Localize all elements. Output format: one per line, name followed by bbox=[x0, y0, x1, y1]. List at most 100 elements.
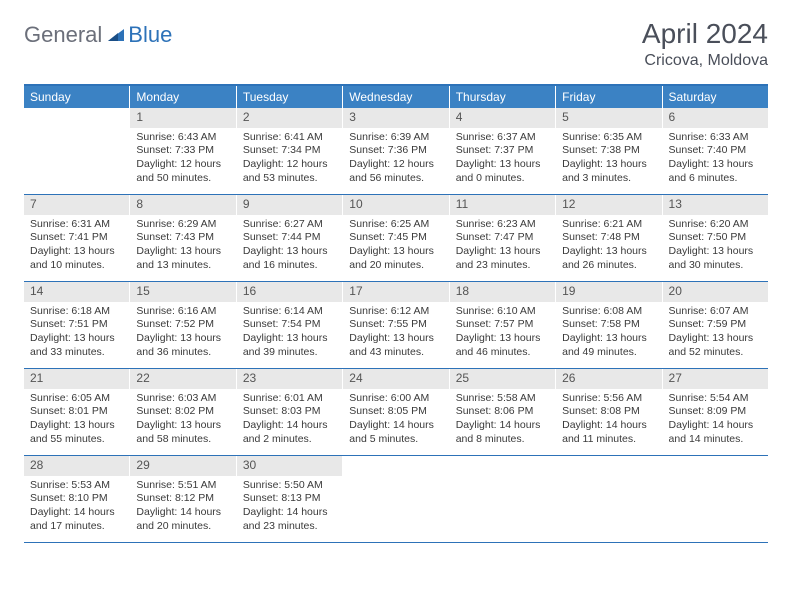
sunrise-text: Sunrise: 6:18 AM bbox=[30, 305, 123, 319]
day-body: Sunrise: 6:31 AMSunset: 7:41 PMDaylight:… bbox=[24, 215, 129, 279]
sunset-text: Sunset: 8:05 PM bbox=[349, 405, 442, 419]
title-block: April 2024 Cricova, Moldova bbox=[642, 18, 768, 70]
sunrise-text: Sunrise: 5:53 AM bbox=[30, 479, 123, 493]
day-cell: . bbox=[450, 456, 556, 542]
day-number: 30 bbox=[237, 456, 342, 476]
sunrise-text: Sunrise: 6:16 AM bbox=[136, 305, 229, 319]
sunrise-text: Sunrise: 6:00 AM bbox=[349, 392, 442, 406]
day-body: Sunrise: 6:10 AMSunset: 7:57 PMDaylight:… bbox=[450, 302, 555, 366]
sunrise-text: Sunrise: 6:31 AM bbox=[30, 218, 123, 232]
day-cell: . bbox=[24, 108, 130, 194]
daylight-text: Daylight: 14 hours and 5 minutes. bbox=[349, 419, 442, 446]
day-number: 22 bbox=[130, 369, 235, 389]
day-cell: . bbox=[663, 456, 768, 542]
day-of-week-row: Sunday Monday Tuesday Wednesday Thursday… bbox=[24, 86, 768, 108]
sunrise-text: Sunrise: 6:27 AM bbox=[243, 218, 336, 232]
day-cell: 26Sunrise: 5:56 AMSunset: 8:08 PMDayligh… bbox=[556, 369, 662, 455]
day-number: 10 bbox=[343, 195, 448, 215]
day-body: Sunrise: 6:07 AMSunset: 7:59 PMDaylight:… bbox=[663, 302, 768, 366]
day-cell: 21Sunrise: 6:05 AMSunset: 8:01 PMDayligh… bbox=[24, 369, 130, 455]
day-number: 28 bbox=[24, 456, 129, 476]
location-label: Cricova, Moldova bbox=[642, 52, 768, 70]
daylight-text: Daylight: 13 hours and 30 minutes. bbox=[669, 245, 762, 272]
sunrise-text: Sunrise: 5:54 AM bbox=[669, 392, 762, 406]
day-number: 20 bbox=[663, 282, 768, 302]
sunset-text: Sunset: 8:03 PM bbox=[243, 405, 336, 419]
logo-text-blue: Blue bbox=[128, 22, 172, 48]
sunrise-text: Sunrise: 6:37 AM bbox=[456, 131, 549, 145]
sunrise-text: Sunrise: 5:58 AM bbox=[456, 392, 549, 406]
day-body: Sunrise: 6:27 AMSunset: 7:44 PMDaylight:… bbox=[237, 215, 342, 279]
sunrise-text: Sunrise: 5:51 AM bbox=[136, 479, 229, 493]
day-cell: 12Sunrise: 6:21 AMSunset: 7:48 PMDayligh… bbox=[556, 195, 662, 281]
day-number: 17 bbox=[343, 282, 448, 302]
day-cell: 18Sunrise: 6:10 AMSunset: 7:57 PMDayligh… bbox=[450, 282, 556, 368]
daylight-text: Daylight: 13 hours and 0 minutes. bbox=[456, 158, 549, 185]
day-number: 4 bbox=[450, 108, 555, 128]
day-body: Sunrise: 5:53 AMSunset: 8:10 PMDaylight:… bbox=[24, 476, 129, 540]
month-title: April 2024 bbox=[642, 18, 768, 50]
sunset-text: Sunset: 7:51 PM bbox=[30, 318, 123, 332]
day-cell: 3Sunrise: 6:39 AMSunset: 7:36 PMDaylight… bbox=[343, 108, 449, 194]
day-body: Sunrise: 6:12 AMSunset: 7:55 PMDaylight:… bbox=[343, 302, 448, 366]
day-body: Sunrise: 6:20 AMSunset: 7:50 PMDaylight:… bbox=[663, 215, 768, 279]
day-cell: . bbox=[343, 456, 449, 542]
logo: General Blue bbox=[24, 18, 172, 48]
day-body bbox=[343, 476, 448, 485]
day-cell: 30Sunrise: 5:50 AMSunset: 8:13 PMDayligh… bbox=[237, 456, 343, 542]
day-body: Sunrise: 6:25 AMSunset: 7:45 PMDaylight:… bbox=[343, 215, 448, 279]
day-cell: 9Sunrise: 6:27 AMSunset: 7:44 PMDaylight… bbox=[237, 195, 343, 281]
sunset-text: Sunset: 8:06 PM bbox=[456, 405, 549, 419]
sunrise-text: Sunrise: 6:21 AM bbox=[562, 218, 655, 232]
day-body: Sunrise: 6:35 AMSunset: 7:38 PMDaylight:… bbox=[556, 128, 661, 192]
day-number: 11 bbox=[450, 195, 555, 215]
calendar: Sunday Monday Tuesday Wednesday Thursday… bbox=[24, 84, 768, 543]
day-cell: 25 Sunrise: 5:58 AMSunset: 8:06 PMDayligh… bbox=[450, 369, 556, 455]
day-body: Sunrise: 6:43 AMSunset: 7:33 PMDaylight:… bbox=[130, 128, 235, 192]
day-number: 23 bbox=[237, 369, 342, 389]
daylight-text: Daylight: 13 hours and 43 minutes. bbox=[349, 332, 442, 359]
day-cell: 6Sunrise: 6:33 AMSunset: 7:40 PMDaylight… bbox=[663, 108, 768, 194]
sunset-text: Sunset: 7:37 PM bbox=[456, 144, 549, 158]
sunset-text: Sunset: 7:55 PM bbox=[349, 318, 442, 332]
day-cell: 5Sunrise: 6:35 AMSunset: 7:38 PMDaylight… bbox=[556, 108, 662, 194]
day-body: Sunrise: 6:33 AMSunset: 7:40 PMDaylight:… bbox=[663, 128, 768, 192]
day-cell: 13Sunrise: 6:20 AMSunset: 7:50 PMDayligh… bbox=[663, 195, 768, 281]
sunset-text: Sunset: 7:36 PM bbox=[349, 144, 442, 158]
day-number: 25 bbox=[450, 369, 555, 389]
day-body: Sunrise: 5:50 AMSunset: 8:13 PMDaylight:… bbox=[237, 476, 342, 540]
day-number: 9 bbox=[237, 195, 342, 215]
day-body: Sunrise: 6:14 AMSunset: 7:54 PMDaylight:… bbox=[237, 302, 342, 366]
day-body: Sunrise: 6:39 AMSunset: 7:36 PMDaylight:… bbox=[343, 128, 448, 192]
day-body bbox=[450, 476, 555, 485]
sunrise-text: Sunrise: 6:10 AM bbox=[456, 305, 549, 319]
day-cell: 19Sunrise: 6:08 AMSunset: 7:58 PMDayligh… bbox=[556, 282, 662, 368]
day-number: 18 bbox=[450, 282, 555, 302]
header: General Blue April 2024 Cricova, Moldova bbox=[0, 0, 792, 78]
day-body: Sunrise: 5:54 AMSunset: 8:09 PMDaylight:… bbox=[663, 389, 768, 453]
daylight-text: Daylight: 12 hours and 53 minutes. bbox=[243, 158, 336, 185]
sunset-text: Sunset: 7:50 PM bbox=[669, 231, 762, 245]
sunrise-text: Sunrise: 6:14 AM bbox=[243, 305, 336, 319]
day-cell: 22Sunrise: 6:03 AMSunset: 8:02 PMDayligh… bbox=[130, 369, 236, 455]
day-number: 6 bbox=[663, 108, 768, 128]
sunset-text: Sunset: 8:12 PM bbox=[136, 492, 229, 506]
day-cell: 2Sunrise: 6:41 AMSunset: 7:34 PMDaylight… bbox=[237, 108, 343, 194]
dow-tuesday: Tuesday bbox=[237, 86, 343, 108]
day-cell: 11Sunrise: 6:23 AMSunset: 7:47 PMDayligh… bbox=[450, 195, 556, 281]
logo-sail-icon bbox=[106, 27, 126, 43]
daylight-text: Daylight: 14 hours and 17 minutes. bbox=[30, 506, 123, 533]
day-number: 5 bbox=[556, 108, 661, 128]
day-body bbox=[24, 128, 129, 137]
sunset-text: Sunset: 7:54 PM bbox=[243, 318, 336, 332]
day-body: Sunrise: 6:29 AMSunset: 7:43 PMDaylight:… bbox=[130, 215, 235, 279]
day-cell: 8Sunrise: 6:29 AMSunset: 7:43 PMDaylight… bbox=[130, 195, 236, 281]
sunrise-text: Sunrise: 6:29 AM bbox=[136, 218, 229, 232]
dow-friday: Friday bbox=[556, 86, 662, 108]
sunset-text: Sunset: 7:44 PM bbox=[243, 231, 336, 245]
week-row: 21Sunrise: 6:05 AMSunset: 8:01 PMDayligh… bbox=[24, 369, 768, 456]
dow-sunday: Sunday bbox=[24, 86, 130, 108]
daylight-text: Daylight: 14 hours and 8 minutes. bbox=[456, 419, 549, 446]
daylight-text: Daylight: 13 hours and 39 minutes. bbox=[243, 332, 336, 359]
daylight-text: Daylight: 13 hours and 49 minutes. bbox=[562, 332, 655, 359]
